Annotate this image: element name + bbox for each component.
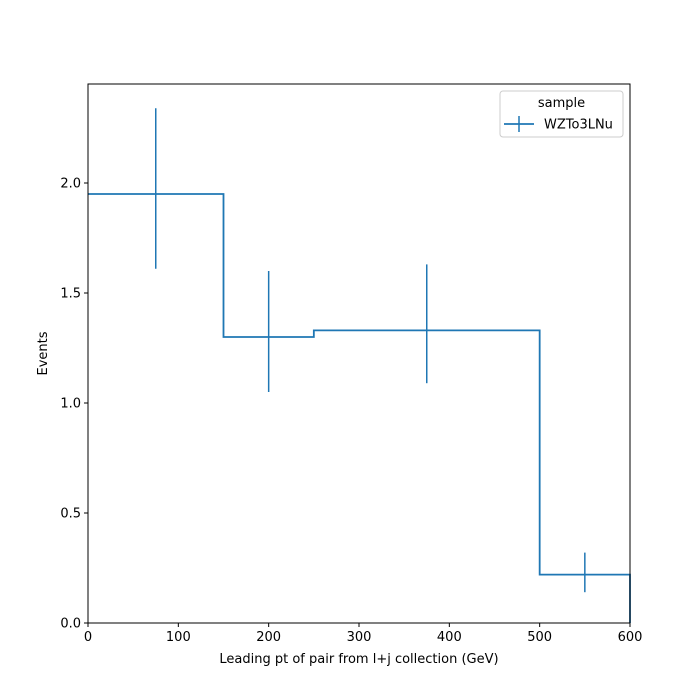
legend-box <box>499 90 624 138</box>
axis-ticks: 0 100 200 300 400 500 600 0.0 0.5 1.0 1.5 2.0 <box>60 177 642 646</box>
legend-entry-label: WZTo3LNu <box>544 118 613 133</box>
histogram-step-line <box>88 193 631 623</box>
x-tick-label: 600 <box>618 630 643 645</box>
x-tick-label: 400 <box>437 630 462 645</box>
legend: sample WZTo3LNu <box>499 90 624 138</box>
y-tick-label: 0.0 <box>60 617 81 632</box>
y-tick-label: 1.0 <box>60 397 81 412</box>
y-tick-label: 0.5 <box>60 507 81 522</box>
x-tick-label: 300 <box>347 630 372 645</box>
x-tick-label: 0 <box>84 630 92 645</box>
y-tick-label: 2.0 <box>60 177 81 192</box>
y-tick-label: 1.5 <box>60 287 81 302</box>
x-axis-label: Leading pt of pair from l+j collection (… <box>219 652 498 667</box>
legend-title: sample <box>538 96 585 111</box>
plot-area <box>88 108 631 623</box>
x-tick-label: 500 <box>527 630 552 645</box>
x-tick-label: 200 <box>256 630 281 645</box>
y-axis-label: Events <box>36 331 51 375</box>
x-tick-label: 100 <box>166 630 191 645</box>
